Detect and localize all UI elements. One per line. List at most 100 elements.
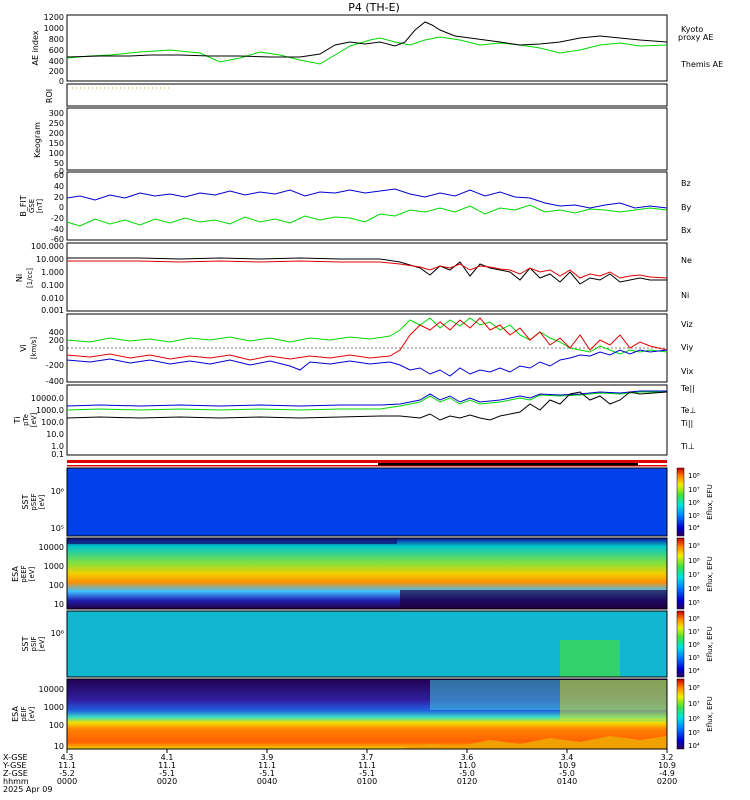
series-vix	[66, 349, 668, 377]
tick-label: 60	[54, 171, 64, 180]
colorbar-label: Eflux, EFU	[706, 696, 714, 731]
tick-label: 100.000	[31, 242, 64, 251]
x-tick-label-x: 4.3	[61, 753, 74, 762]
colorbar-tick: 10⁵	[688, 654, 700, 662]
tick-label: 250	[49, 119, 64, 128]
colorbar-tick: 10⁵	[688, 729, 700, 737]
x-tick-label-z: -4.9	[659, 769, 675, 778]
colorbar-tick: 10⁶	[688, 715, 700, 723]
esa-e-unit: [eV]	[28, 566, 36, 581]
plot-title: P4 (TH-E)	[348, 1, 400, 14]
colorbar-tick: 10⁹	[688, 542, 700, 550]
esa-i-unit: [eV]	[28, 706, 36, 721]
tick-label: 300	[49, 109, 64, 118]
series-by	[66, 204, 668, 227]
series-tiperp	[66, 390, 667, 407]
colorbar-tick: 10⁶	[688, 585, 700, 593]
tick-label: 0.100	[41, 281, 64, 290]
keogram-ylabel: Keogram	[33, 122, 42, 158]
esa-ion-low-energy-band	[400, 736, 667, 749]
legend-bx: Bx	[681, 226, 691, 235]
x-axis-row-labels: X-GSE Y-GSE Z-GSE hhmm 2025 Apr 09	[2, 753, 52, 794]
esa-i-ylabel2: pEIF	[20, 707, 28, 722]
x-tick-label-t: 0020	[157, 777, 177, 786]
keogram-panel: Keogram 300 250 200 150 100 50 0	[33, 107, 668, 176]
x-tick-label-x: 3.4	[561, 753, 574, 762]
series-kyoto-ae	[66, 36, 668, 65]
density-yticks: 100.000 10.000 1.000 0.100 0.010 0.001	[31, 242, 64, 315]
x-tick-label-y: 11.0	[458, 761, 476, 770]
colorbar-esa-i: 10⁸ 10⁷ 10⁶ 10⁵ 10⁴ Eflux, EFU	[676, 678, 714, 750]
density-ylabel: Ni	[15, 274, 24, 282]
tick-label: 10⁶	[51, 487, 64, 496]
density-panel: Ni [1/cc] 100.000 10.000 1.000 0.100 0.0…	[15, 242, 692, 315]
legend-tipar: Ti||	[680, 419, 693, 428]
colorbar-tick: 10⁶	[688, 499, 700, 507]
legend-ni: Ni	[681, 291, 689, 300]
tick-label: 10	[54, 742, 64, 751]
row-label-xgse: X-GSE	[3, 753, 28, 762]
colorbar-tick: 10⁴	[688, 524, 700, 532]
x-tick-label-z: -5.1	[359, 769, 375, 778]
x-tick-label-t: 0000	[57, 777, 77, 786]
esa-ion-spectrogram: ESA pEIF [eV] 10000 1000 100 10	[11, 678, 668, 751]
legend-tepar: Te||	[680, 384, 695, 393]
tick-label: 0	[59, 344, 64, 353]
series-viy	[66, 317, 668, 355]
tick-label: 200	[49, 67, 64, 76]
legend-themis-ae: Themis AE	[680, 60, 723, 69]
tick-label: 0	[59, 77, 64, 86]
esa-i-ylabel: ESA	[11, 706, 20, 722]
series-themis-ae	[66, 21, 668, 58]
x-tick-label-x: 3.6	[461, 753, 474, 762]
colorbar-tick: 10⁵	[688, 599, 700, 607]
bfield-unit: [nT]	[36, 199, 44, 213]
legend-ne: Ne	[681, 256, 692, 265]
temperature-ylabel2: pTe	[22, 414, 30, 426]
sst-i-ylabel2: pSIF	[30, 637, 38, 652]
keogram-yticks: 300 250 200 150 100 50 0	[49, 109, 64, 176]
x-tick-label-y: 10.9	[658, 761, 676, 770]
series-tipar	[66, 391, 667, 411]
temperature-unit: [eV]	[30, 412, 38, 427]
colorbar-tick: 10⁵	[688, 512, 700, 520]
velocity-yticks: 400 200 0 -200 -400	[46, 328, 64, 386]
colorbar-tick: 10⁷	[688, 628, 700, 636]
sst-i-unit: [eV]	[38, 636, 46, 651]
tick-label: -200	[46, 361, 64, 370]
row-label-hhmm: hhmm	[3, 777, 29, 786]
series-tepar	[66, 391, 668, 421]
tick-label: 200	[49, 129, 64, 138]
ae-panel: AE index 1200 1000 800 600 400 200 0 Kyo…	[31, 13, 723, 86]
tick-label: -400	[46, 377, 64, 386]
colorbar-tick: 10⁷	[688, 571, 700, 579]
tick-label: 0	[59, 167, 64, 176]
colorbar-tick: 10⁶	[688, 641, 700, 649]
legend-teperp: Te⊥	[680, 406, 696, 415]
bfield-panel: B_FIT GSE [nT] 60 40 20 0 -20 -40 -60 Bz…	[19, 171, 691, 244]
tick-label: 1.000	[41, 268, 64, 277]
mode-bars	[67, 460, 667, 467]
x-tick-label-x: 3.2	[661, 753, 674, 762]
tick-label: 1000	[44, 703, 64, 712]
colorbar-tick: 10⁷	[688, 486, 700, 494]
row-label-zgse: Z-GSE	[3, 769, 28, 778]
tick-label: -20	[51, 214, 64, 223]
esa-e-ylabel2: pEEF	[20, 565, 28, 582]
legend-tiperp: Ti⊥	[680, 442, 695, 451]
tick-label: 1000	[44, 562, 64, 571]
sst-e-unit: [eV]	[38, 494, 46, 509]
tick-label: 600	[49, 46, 64, 55]
sst-e-ylabel2: pSEF	[30, 493, 38, 510]
x-tick-label-z: -5.0	[459, 769, 475, 778]
x-tick-label-y: 11.1	[358, 761, 376, 770]
esa-e-ylabel: ESA	[11, 566, 20, 582]
series-viz	[66, 317, 668, 361]
tick-label: 10⁵	[51, 524, 64, 533]
tick-label: 10⁶	[51, 629, 64, 638]
legend-viy: Viy	[681, 343, 694, 352]
velocity-ylabel: Vi	[19, 344, 28, 352]
colorbar-label: Eflux, EFU	[706, 626, 714, 661]
velocity-panel: Vi [km/s] 400 200 0 -200 -400 Viz Viy Vi…	[19, 313, 694, 386]
tick-label: 100	[49, 721, 64, 730]
